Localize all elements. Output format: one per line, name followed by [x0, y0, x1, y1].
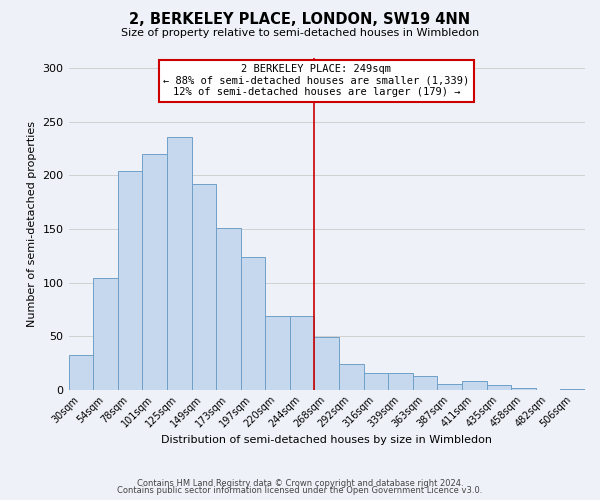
- Bar: [511, 388, 536, 390]
- Text: Contains HM Land Registry data © Crown copyright and database right 2024.: Contains HM Land Registry data © Crown c…: [137, 478, 463, 488]
- Bar: [314, 337, 339, 390]
- Bar: [339, 364, 364, 390]
- Bar: [487, 386, 511, 390]
- Bar: [437, 384, 462, 390]
- Text: Contains public sector information licensed under the Open Government Licence v3: Contains public sector information licen…: [118, 486, 482, 495]
- Bar: [216, 228, 241, 390]
- Bar: [388, 372, 413, 390]
- Bar: [364, 372, 388, 390]
- Bar: [241, 257, 265, 390]
- Bar: [560, 388, 585, 390]
- Bar: [68, 356, 93, 390]
- Bar: [118, 171, 142, 390]
- Y-axis label: Number of semi-detached properties: Number of semi-detached properties: [27, 120, 37, 326]
- Bar: [413, 376, 437, 390]
- Bar: [93, 278, 118, 390]
- Bar: [265, 316, 290, 390]
- Text: 2, BERKELEY PLACE, LONDON, SW19 4NN: 2, BERKELEY PLACE, LONDON, SW19 4NN: [130, 12, 470, 28]
- Bar: [462, 381, 487, 390]
- Bar: [290, 316, 314, 390]
- X-axis label: Distribution of semi-detached houses by size in Wimbledon: Distribution of semi-detached houses by …: [161, 435, 492, 445]
- Text: 2 BERKELEY PLACE: 249sqm
← 88% of semi-detached houses are smaller (1,339)
12% o: 2 BERKELEY PLACE: 249sqm ← 88% of semi-d…: [163, 64, 470, 98]
- Text: Size of property relative to semi-detached houses in Wimbledon: Size of property relative to semi-detach…: [121, 28, 479, 38]
- Bar: [167, 137, 191, 390]
- Bar: [191, 184, 216, 390]
- Bar: [142, 154, 167, 390]
